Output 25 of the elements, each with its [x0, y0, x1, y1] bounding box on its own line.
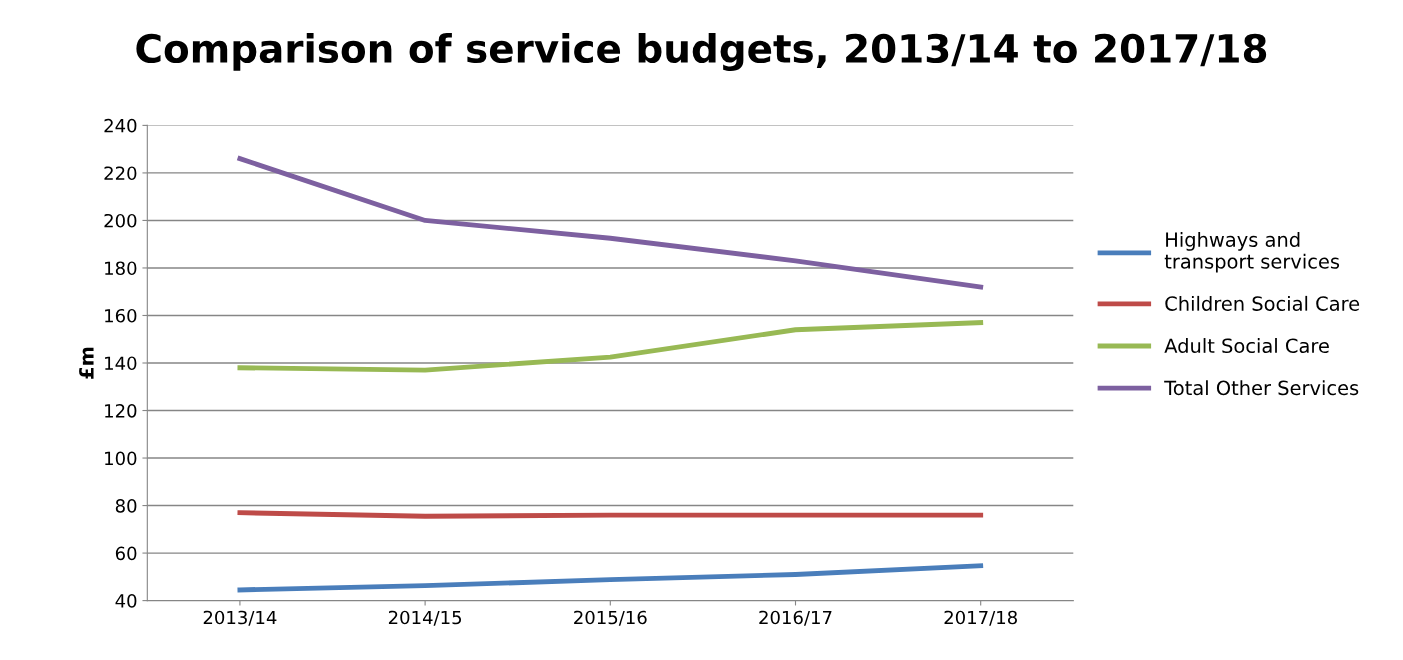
- x-tick-label: 2016/17: [759, 610, 832, 626]
- y-tick-label: 220: [104, 166, 137, 181]
- x-tick-label: 2017/18: [944, 610, 1017, 626]
- x-tick-label: 2013/14: [203, 610, 277, 626]
- y-tick-label: 180: [105, 261, 137, 276]
- y-tick-label: 40: [115, 594, 137, 608]
- y-tick-label: 80: [115, 499, 137, 513]
- legend-label: Total Other Services: [1164, 380, 1359, 396]
- line-series: [237, 156, 984, 290]
- chart-title: Comparison of service budgets, 2013/14 to 2017/18: [136, 33, 1267, 71]
- x-tick-label: 2015/16: [574, 610, 647, 626]
- legend-label: Highways and transport services: [1164, 231, 1340, 273]
- x-tick-label: 2014/15: [388, 610, 462, 626]
- y-tick-label: 240: [104, 118, 137, 133]
- line-series: [237, 320, 984, 373]
- y-tick-label: 160: [105, 308, 137, 323]
- y-tick-label: 100: [105, 451, 137, 466]
- y-tick-label: 60: [115, 546, 137, 561]
- line-series: [237, 563, 984, 593]
- y-tick-label: 200: [104, 213, 137, 228]
- legend-label: Adult Social Care: [1164, 338, 1329, 354]
- y-axis-title: £m: [79, 347, 94, 379]
- legend-label: Children Social Care: [1165, 295, 1360, 311]
- y-tick-label: 140: [105, 356, 137, 371]
- y-tick-label: 120: [105, 403, 137, 418]
